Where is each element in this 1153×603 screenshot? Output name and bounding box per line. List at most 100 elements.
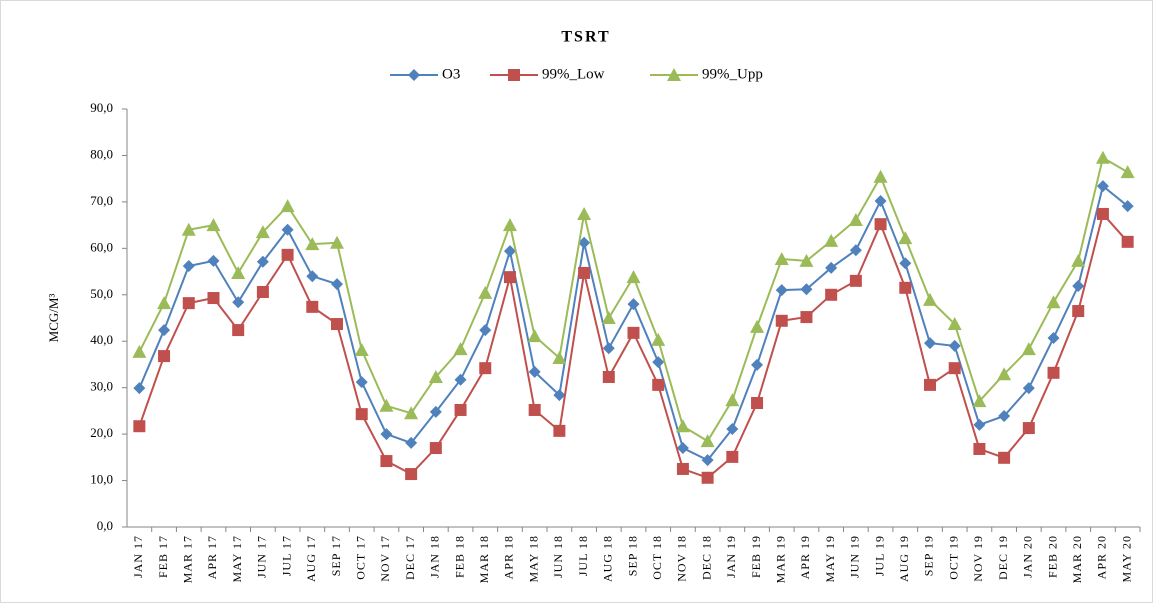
- x-tick-label: AUG 17: [304, 535, 318, 582]
- data-point: [800, 283, 813, 296]
- data-point: [181, 222, 196, 236]
- x-tick-label: JAN 19: [724, 535, 738, 578]
- data-point: [676, 442, 689, 455]
- data-point: [158, 324, 171, 337]
- data-point: [1095, 150, 1110, 164]
- data-point: [182, 259, 195, 272]
- data-point: [1022, 422, 1035, 435]
- data-point: [330, 235, 345, 249]
- data-point: [528, 403, 541, 416]
- x-tick-label: DEC 19: [996, 535, 1010, 580]
- data-point: [552, 350, 567, 364]
- data-point: [1071, 253, 1086, 267]
- data-point: [553, 389, 566, 402]
- data-point: [479, 324, 492, 337]
- data-point: [280, 199, 295, 213]
- data-point: [1046, 295, 1061, 309]
- data-point: [354, 343, 369, 357]
- x-tick-label: DEC 18: [699, 535, 713, 580]
- x-tick-label: JAN 17: [131, 535, 145, 578]
- legend-marker: [508, 69, 520, 81]
- data-point: [503, 271, 516, 284]
- legend-label: O3: [442, 66, 460, 82]
- data-point: [231, 265, 246, 279]
- data-point: [1072, 279, 1085, 292]
- data-point: [206, 218, 221, 232]
- x-tick-label: SEP 19: [922, 535, 936, 576]
- data-point: [256, 285, 269, 298]
- data-point: [973, 418, 986, 431]
- data-point: [775, 314, 788, 327]
- data-point: [874, 218, 887, 231]
- x-tick-label: NOV 18: [675, 535, 689, 582]
- data-point: [256, 255, 269, 268]
- data-point: [899, 257, 912, 270]
- data-point: [133, 382, 146, 395]
- data-point: [453, 342, 468, 356]
- y-tick-label: 40,0: [90, 332, 113, 347]
- data-point: [1121, 200, 1134, 213]
- data-point: [404, 406, 419, 420]
- y-tick-label: 90,0: [90, 100, 113, 115]
- x-tick-label: JUN 17: [255, 535, 269, 578]
- data-point: [602, 342, 615, 355]
- data-point: [948, 362, 961, 375]
- data-point: [331, 278, 344, 291]
- x-tick-label: MAR 19: [773, 535, 787, 583]
- data-point: [947, 317, 962, 331]
- x-tick-label: OCT 17: [353, 535, 367, 580]
- data-point: [207, 292, 220, 305]
- data-point: [479, 362, 492, 375]
- data-point: [849, 274, 862, 287]
- x-tick-label: DEC 17: [403, 535, 417, 580]
- data-point: [331, 318, 344, 331]
- data-point: [429, 442, 442, 455]
- data-point: [874, 194, 887, 207]
- data-point: [306, 270, 319, 283]
- data-point: [998, 451, 1011, 464]
- data-point: [627, 298, 640, 311]
- data-point: [502, 218, 517, 232]
- data-point: [577, 206, 592, 220]
- data-point: [379, 398, 394, 412]
- data-point: [429, 405, 442, 418]
- data-point: [553, 424, 566, 437]
- data-point: [923, 337, 936, 350]
- x-tick-label: FEB 20: [1045, 535, 1059, 578]
- data-point: [405, 468, 418, 481]
- data-point: [799, 253, 814, 267]
- data-point: [751, 396, 764, 409]
- y-tick-label: 20,0: [90, 425, 113, 440]
- data-point: [527, 329, 542, 343]
- data-point: [652, 378, 665, 391]
- x-tick-label: MAR 18: [477, 535, 491, 583]
- data-point: [825, 261, 838, 274]
- data-point: [651, 332, 666, 346]
- x-tick-label: SEP 18: [625, 535, 639, 576]
- data-point: [578, 236, 591, 249]
- x-tick-label: AUG 19: [897, 535, 911, 582]
- y-tick-label: 60,0: [90, 239, 113, 254]
- x-tick-label: JAN 20: [1021, 535, 1035, 578]
- x-tick-label: APR 19: [798, 535, 812, 579]
- x-tick-label: OCT 19: [946, 535, 960, 580]
- data-point: [355, 376, 368, 389]
- data-point: [1096, 180, 1109, 193]
- data-point: [380, 428, 393, 441]
- data-point: [898, 231, 913, 245]
- y-tick-label: 80,0: [90, 146, 113, 161]
- data-point: [1120, 165, 1135, 179]
- data-point: [1021, 342, 1036, 356]
- x-tick-label: JUL 17: [279, 535, 293, 576]
- x-tick-label: MAY 20: [1119, 535, 1133, 582]
- data-point: [948, 339, 961, 352]
- data-point: [232, 296, 245, 309]
- data-point: [601, 311, 616, 324]
- data-point: [725, 393, 740, 407]
- x-tick-label: JUL 19: [872, 535, 886, 576]
- data-point: [997, 367, 1012, 381]
- chart-title: TSRT: [561, 29, 610, 46]
- data-point: [750, 319, 765, 333]
- data-point: [602, 370, 615, 383]
- data-point: [627, 326, 640, 339]
